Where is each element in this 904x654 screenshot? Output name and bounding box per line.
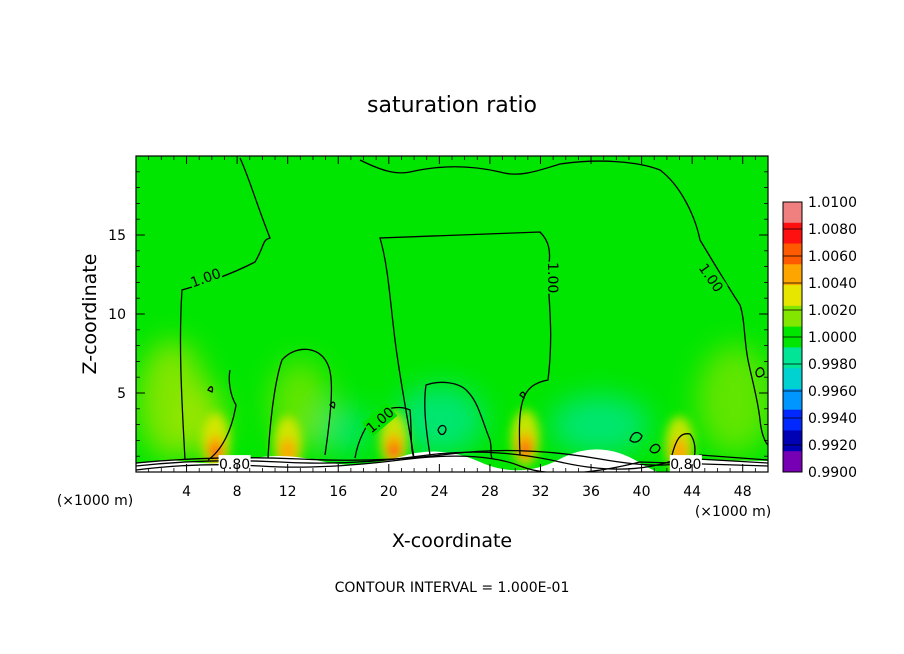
colorbar-swatch — [783, 368, 802, 390]
x-unit-right: (×1000 m) — [695, 504, 771, 520]
colorbar-label: 1.0000 — [808, 330, 857, 346]
colorbar-label: 0.9940 — [808, 411, 857, 427]
y-axis-label: Z-coordinate — [79, 254, 101, 375]
colorbar-label: 1.0060 — [808, 249, 857, 265]
contour-label-bg — [669, 455, 702, 472]
x-tick-label: 20 — [380, 484, 398, 500]
colorbar-swatch — [783, 202, 802, 224]
hotspot-core — [520, 442, 531, 457]
contour-label: 0.80 — [670, 457, 701, 473]
contour-label-bg — [361, 402, 398, 437]
contour-label: 1.00 — [544, 262, 560, 293]
x-tick-label: 12 — [279, 484, 297, 500]
contour-label-bg — [218, 455, 251, 472]
colorbar-swatch — [783, 430, 802, 452]
contour-label-group: 0.80 — [669, 455, 702, 473]
colorbar-label: 1.0100 — [808, 195, 857, 211]
x-axis-label: X-coordinate — [392, 530, 512, 552]
x-tick-label: 4 — [182, 484, 191, 500]
contour-label: 0.80 — [219, 457, 250, 473]
colorbar-label: 0.9920 — [808, 438, 857, 454]
x-tick-label: 40 — [633, 484, 651, 500]
x-tick-label: 16 — [329, 484, 347, 500]
colorbar-label: 0.9900 — [808, 465, 857, 481]
x-tick-label: 48 — [734, 484, 752, 500]
colorbar-swatch — [783, 264, 802, 286]
x-axis: 4 8 12 16 20 24 28 32 36 40 44 48 — [148, 156, 769, 500]
colorbar-label: 0.9960 — [808, 384, 857, 400]
x-tick-label: 28 — [481, 484, 499, 500]
colorbar-label: 0.9980 — [808, 357, 857, 373]
x-tick-label: 44 — [683, 484, 701, 500]
chart-title: saturation ratio — [367, 93, 537, 118]
hotspots — [201, 409, 694, 472]
colorbar-swatch — [783, 388, 802, 411]
colorbar-label: 1.0080 — [808, 222, 857, 238]
x-tick-label: 36 — [582, 484, 600, 500]
contour-interval-note: CONTOUR INTERVAL = 1.000E-01 — [335, 580, 570, 596]
y-axis: 5 10 15 — [108, 171, 768, 457]
colorbar-label: 1.0040 — [808, 276, 857, 292]
hotspot-core — [388, 444, 399, 459]
plot-area: 1.00 1.00 1.001.000.80 0.80 — [136, 156, 768, 473]
colorbar-swatch — [783, 285, 802, 307]
colorbar-swatch — [783, 451, 802, 473]
contour-label-group: 1.00 — [544, 261, 563, 294]
colorbar: 1.0100 1.0080 1.0060 1.0040 1.0020 1.0000 0.99… — [782, 195, 857, 481]
x-unit-left: (×1000 m) — [57, 493, 133, 509]
x-tick-label: 24 — [430, 484, 448, 500]
x-tick-label: 32 — [532, 484, 550, 500]
colorbar-swatch — [783, 347, 802, 369]
colorbar-label: 1.0020 — [808, 303, 857, 319]
colorbar-swatch — [783, 305, 802, 328]
contour-label-group: 0.80 — [218, 455, 251, 473]
contour-label-bg — [695, 259, 728, 296]
contour-label-bg — [187, 263, 224, 291]
colorbar-swatch — [783, 222, 802, 245]
y-tick-label: 10 — [108, 307, 126, 323]
y-tick-label: 5 — [117, 386, 126, 402]
ground-strip — [136, 449, 768, 472]
y-tick-label: 15 — [108, 228, 126, 244]
colorbar-swatch — [783, 409, 802, 431]
contour-label-bg — [545, 261, 563, 294]
colorbar-swatch — [783, 243, 802, 265]
x-tick-label: 8 — [233, 484, 242, 500]
